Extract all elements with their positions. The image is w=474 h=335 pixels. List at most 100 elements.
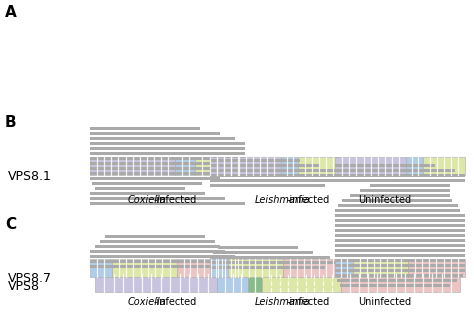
Bar [299,157,340,175]
Bar [90,157,175,175]
Bar [335,208,460,211]
Bar [90,177,220,180]
Text: Coxiella: Coxiella [128,195,166,205]
Bar [90,156,245,159]
Bar [90,265,240,268]
Bar [112,259,177,277]
Bar [335,228,465,231]
Text: -infected: -infected [287,195,330,205]
Bar [90,127,200,130]
Bar [335,169,455,172]
Bar [90,136,235,139]
Text: -infected: -infected [287,297,330,307]
Bar [262,274,341,292]
Bar [210,184,325,187]
Bar [335,213,465,216]
Bar [335,223,465,226]
Bar [90,172,235,175]
Bar [350,194,450,197]
Bar [337,278,457,281]
Bar [90,259,112,277]
Bar [283,259,340,277]
Text: Coxiella: Coxiella [128,297,166,307]
Bar [210,158,300,161]
Bar [90,146,245,149]
Bar [90,201,245,204]
Bar [360,189,450,192]
Text: VPS8.7: VPS8.7 [8,271,52,284]
Text: Uninfected: Uninfected [358,297,411,307]
Text: Leishmania-infected: Leishmania-infected [236,195,335,205]
Bar [95,187,185,190]
Bar [210,179,340,182]
Bar [90,255,235,258]
Bar [210,169,335,172]
Bar [95,274,217,292]
Text: Coxiella-infected: Coxiella-infected [114,195,196,205]
Text: Leishmania: Leishmania [255,297,310,307]
Bar [210,256,330,259]
Bar [353,259,408,277]
Bar [210,157,282,175]
Bar [210,174,340,177]
Bar [218,246,298,249]
Text: -infected: -infected [154,297,197,307]
Bar [177,259,245,277]
Text: Uninfected: Uninfected [358,195,411,205]
Bar [210,261,340,264]
Bar [282,157,299,175]
Bar [210,259,228,277]
Text: Leishmania: Leishmania [255,195,310,205]
Text: C: C [5,217,16,232]
Bar [335,233,465,237]
Bar [90,141,245,144]
Bar [335,157,407,175]
Bar [335,254,465,257]
Bar [213,251,313,254]
Text: A: A [5,5,17,20]
Bar [90,192,205,195]
Bar [105,234,205,238]
Bar [217,274,248,292]
Bar [90,132,220,134]
Bar [248,274,262,292]
Bar [407,157,423,175]
Text: Coxiella-infected: Coxiella-infected [114,297,196,307]
Bar [335,264,465,267]
Bar [380,179,450,182]
Text: -infected: -infected [154,195,197,205]
Bar [370,184,450,187]
Bar [338,203,458,206]
Bar [335,163,435,166]
Bar [195,157,245,175]
Bar [95,245,220,248]
Bar [423,157,465,175]
Bar [335,244,465,247]
Bar [335,174,465,177]
Bar [340,283,450,286]
Bar [90,166,245,170]
Bar [335,249,465,252]
Bar [335,268,465,271]
Bar [90,260,245,263]
Bar [408,259,465,277]
Bar [90,161,245,164]
Bar [342,199,452,201]
Bar [90,197,225,200]
Bar [335,179,465,182]
Bar [175,157,195,175]
Text: VPS8.1: VPS8.1 [8,171,52,184]
Bar [335,259,465,262]
Bar [92,182,202,185]
Text: Leishmania-infected: Leishmania-infected [236,297,335,307]
Bar [210,266,325,268]
Bar [335,218,465,221]
Text: VPS8: VPS8 [8,280,40,293]
Bar [228,259,283,277]
Bar [210,163,320,166]
Bar [335,259,353,277]
Bar [335,273,463,276]
Bar [341,274,460,292]
Bar [335,239,465,242]
Bar [90,151,245,154]
